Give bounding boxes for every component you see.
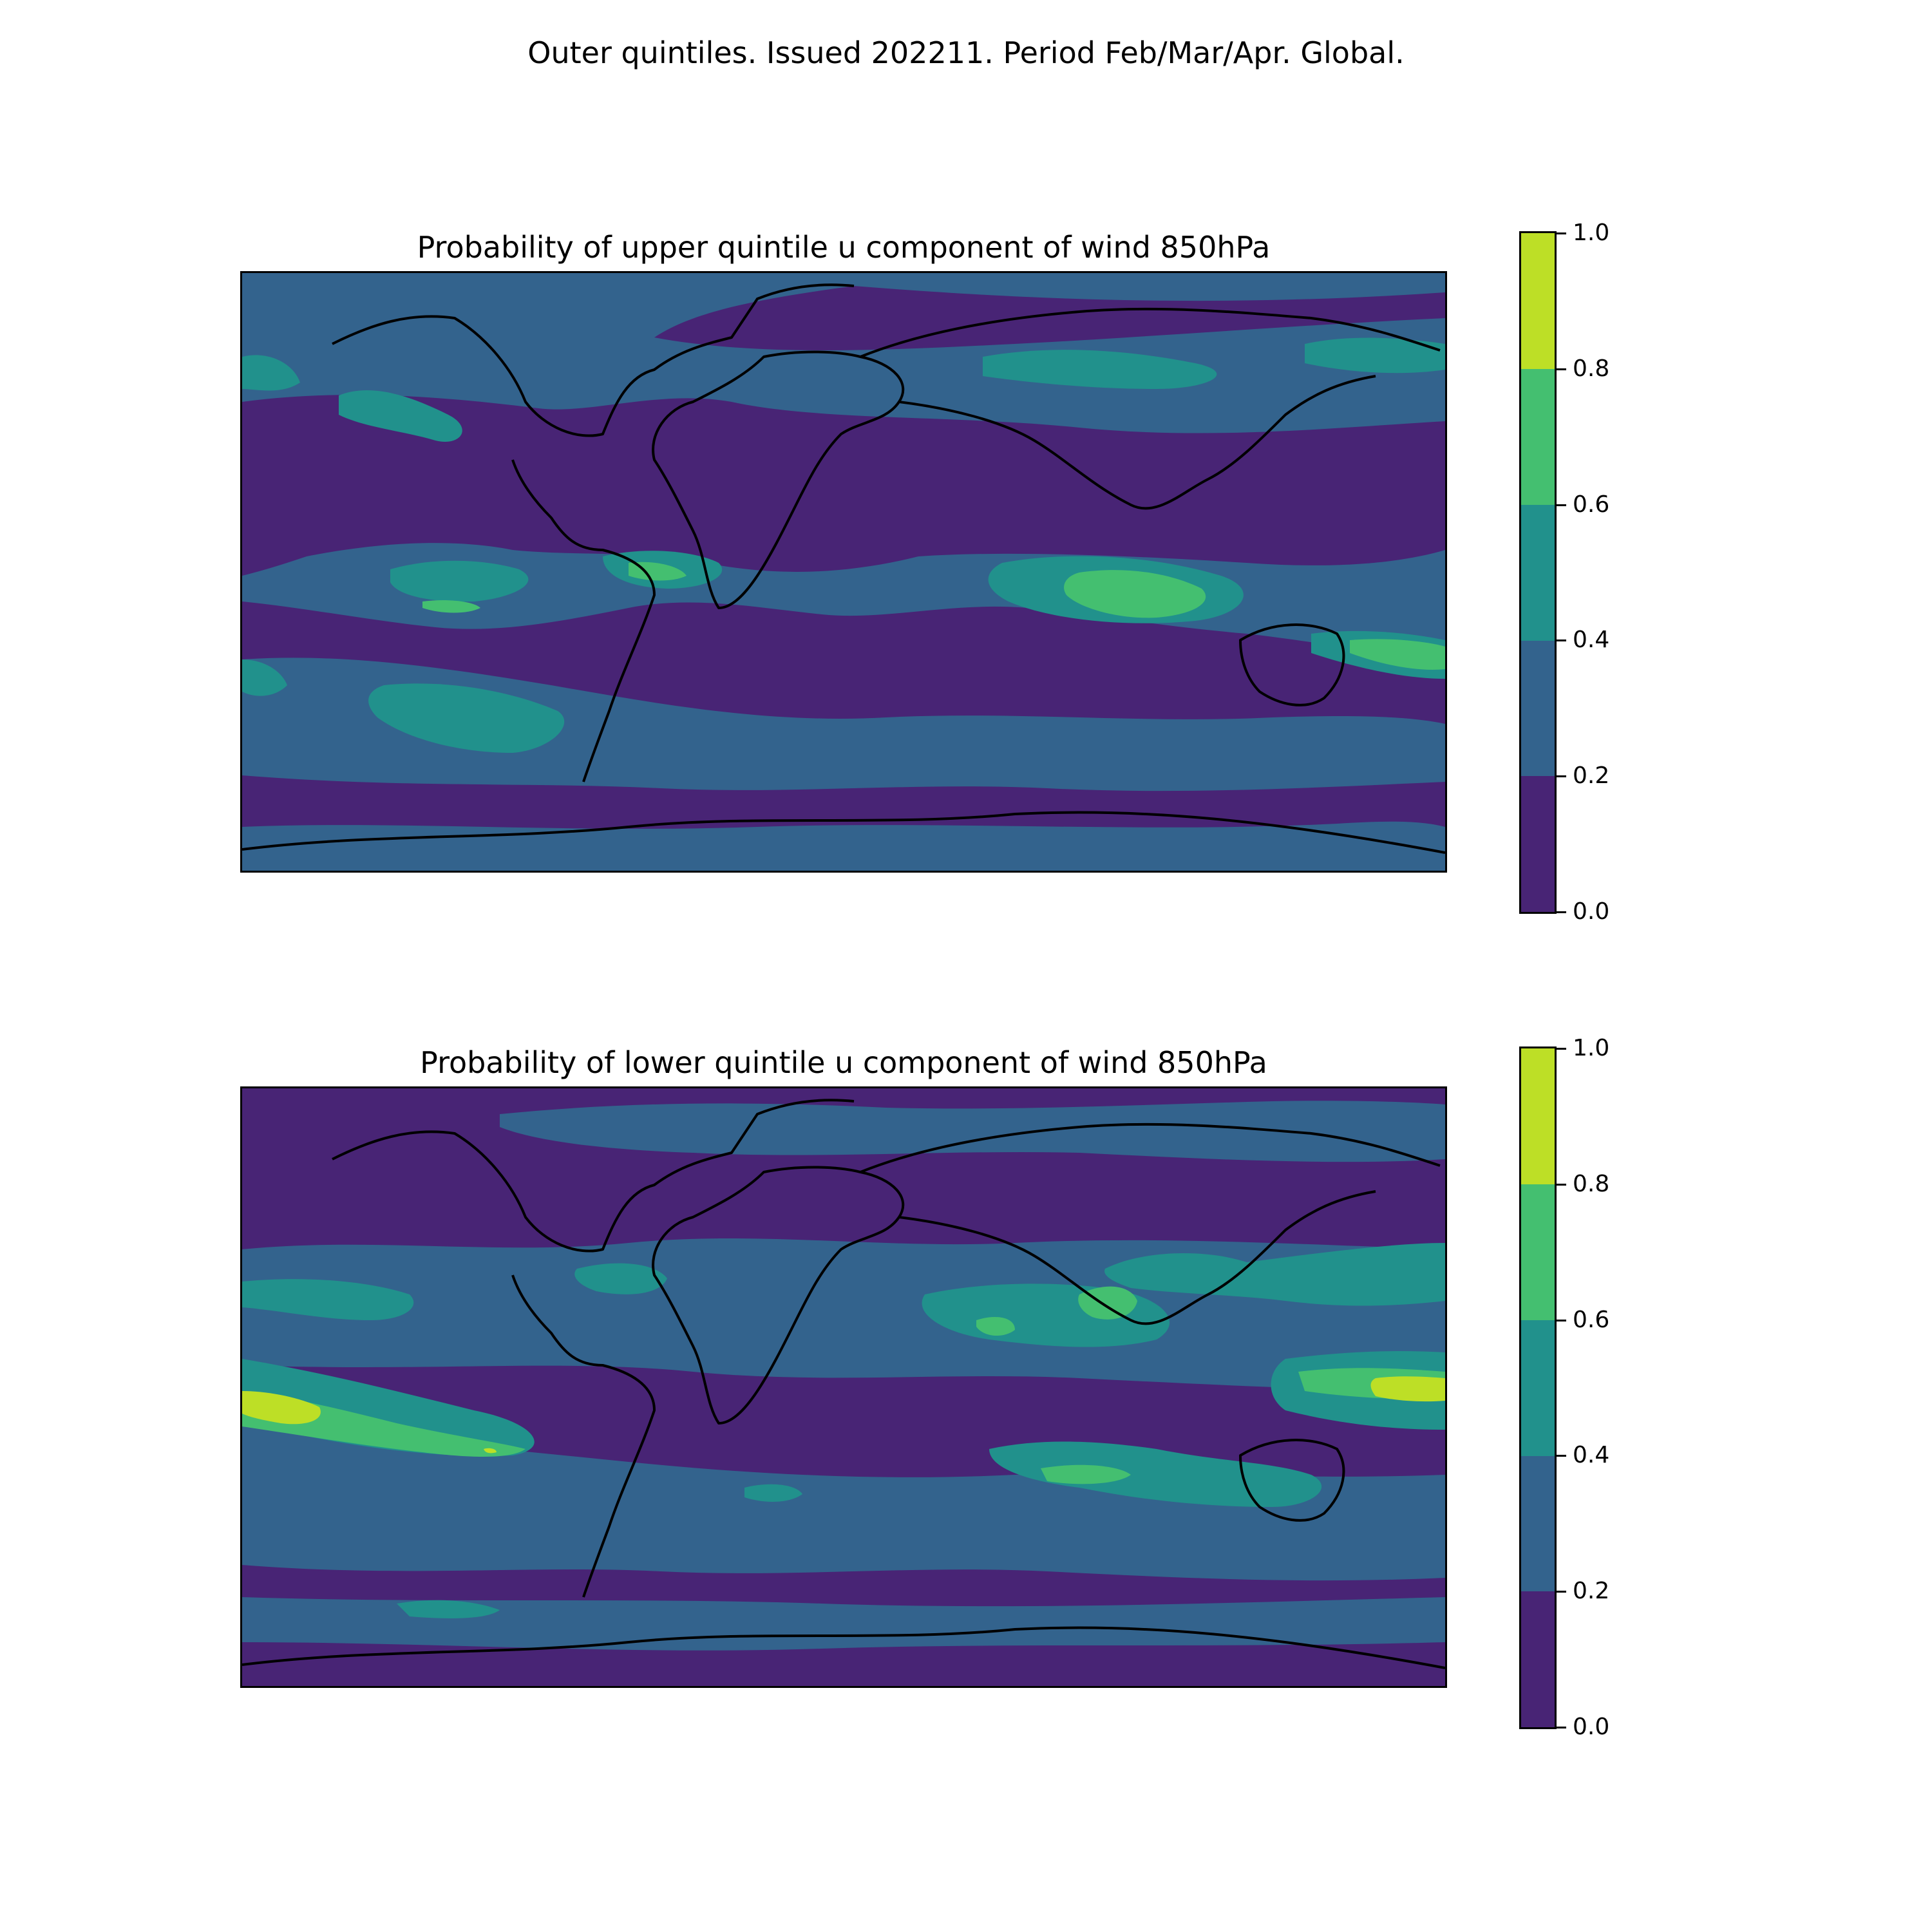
lower-colorbar-tick-label: 0.8 [1573, 1170, 1610, 1197]
lower-quintile-map [240, 1086, 1447, 1688]
lower-colorbar-tick-mark [1555, 1455, 1566, 1457]
lower-colorbar-bin-0 [1521, 1591, 1555, 1728]
upper-colorbar-tick-mark [1555, 775, 1566, 778]
upper-colorbar-tick-label: 0.6 [1573, 491, 1610, 518]
lower-colorbar-bin-4 [1521, 1048, 1555, 1184]
upper-colorbar-tick-label: 0.4 [1573, 627, 1610, 654]
lower-colorbar: 0.0 0.2 0.4 0.6 0.8 1.0 [1519, 1036, 1609, 1740]
lower-colorbar-bin-3 [1521, 1184, 1555, 1320]
upper-colorbar-bin-1 [1521, 640, 1555, 777]
upper-colorbar-tick-mark [1555, 504, 1566, 506]
upper-colorbar: 0.0 0.2 0.4 0.6 0.8 1.0 [1519, 220, 1609, 925]
upper-colorbar-bin-4 [1521, 233, 1555, 369]
upper-quintile-map [240, 271, 1447, 873]
lower-colorbar-tick-label: 1.0 [1573, 1035, 1610, 1061]
upper-coastlines [242, 283, 1445, 854]
lower-colorbar-tick-mark [1555, 1591, 1566, 1593]
upper-colorbar-tick-label: 1.0 [1573, 220, 1610, 246]
upper-colorbar-tick-label: 0.0 [1573, 898, 1610, 925]
lower-colorbar-tick-mark [1555, 1048, 1566, 1050]
upper-colorbar-tick-mark [1555, 639, 1566, 642]
upper-colorbar-tick-mark [1555, 911, 1566, 913]
lower-bin-0.8-1.0 [242, 1376, 1445, 1454]
upper-bin-0.6-0.8 [422, 562, 1445, 670]
lower-colorbar-bin-1 [1521, 1455, 1555, 1592]
lower-panel-title: Probability of lower quintile u componen… [420, 1045, 1267, 1080]
lower-colorbar-tick-mark [1555, 1319, 1566, 1321]
lower-bin-0.2-0.4 [242, 1101, 1445, 1651]
lower-colorbar-tick-label: 0.0 [1573, 1714, 1610, 1740]
lower-colorbar-tick-label: 0.4 [1573, 1442, 1610, 1469]
lower-colorbar-bin-2 [1521, 1320, 1555, 1456]
upper-colorbar-tick-label: 0.8 [1573, 355, 1610, 382]
upper-bin-0.4-0.6 [242, 337, 1445, 753]
upper-colorbar-bin-0 [1521, 776, 1555, 913]
lower-colorbar-tick-mark [1555, 1183, 1566, 1186]
upper-probability-field [242, 273, 1445, 871]
figure-suptitle: Outer quintiles. Issued 202211. Period F… [527, 35, 1405, 70]
lower-probability-field [242, 1099, 1445, 1669]
upper-colorbar-tick-label: 0.2 [1573, 762, 1610, 790]
upper-panel-title: Probability of upper quintile u componen… [417, 230, 1271, 265]
lower-colorbar-tick-label: 0.2 [1573, 1578, 1610, 1605]
upper-colorbar-bin-2 [1521, 504, 1555, 641]
upper-colorbar-tick-mark [1555, 368, 1566, 370]
lower-colorbar-tick-label: 0.6 [1573, 1306, 1610, 1333]
lower-colorbar-tick-mark [1555, 1727, 1566, 1728]
lower-coastlines [242, 1099, 1445, 1669]
upper-colorbar-tick-mark [1555, 232, 1566, 234]
upper-colorbar-bin-3 [1521, 368, 1555, 505]
